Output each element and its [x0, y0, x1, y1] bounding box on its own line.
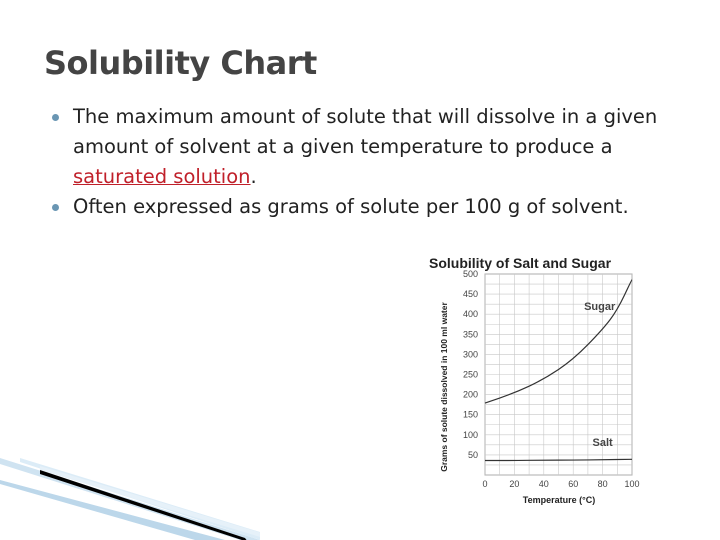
chart-ticks: 0 20 40 60 80 100 50 100 150 200 250 300 350 400 450 50…: [463, 269, 640, 489]
y-tick-label: 250: [463, 370, 478, 380]
series-label-sugar: Sugar: [584, 301, 616, 313]
slide-title: Solubility Chart: [44, 44, 317, 82]
series-label-salt: Salt: [593, 437, 614, 449]
series-line-sugar: [484, 278, 633, 404]
y-tick-label: 500: [463, 269, 478, 279]
x-tick-label: 80: [598, 479, 608, 489]
y-tick-label: 300: [463, 349, 478, 359]
chart-title: Solubility of Salt and Sugar: [429, 255, 612, 271]
x-axis-label: Temperature (°C): [523, 495, 595, 505]
bullet-dot-icon: [52, 114, 59, 121]
x-tick-label: 0: [482, 479, 487, 489]
x-tick-label: 20: [509, 479, 519, 489]
chart-series: [484, 278, 633, 462]
x-tick-label: 60: [568, 479, 578, 489]
bullet-dot-icon: [52, 204, 59, 211]
bullet-item: Often expressed as grams of solute per 1…: [52, 192, 702, 222]
y-tick-label: 150: [463, 410, 478, 420]
y-axis-label: Grams of solute dissolved in 100 ml wate…: [439, 302, 449, 472]
x-tick-label: 100: [624, 479, 639, 489]
saturated-solution-link[interactable]: saturated solution: [73, 165, 251, 188]
decorative-corner-lines: [0, 458, 260, 540]
solubility-chart: Solubility of Salt and Sugar Grams of so…: [429, 255, 640, 505]
chart-series-labels: Sugar Salt: [584, 301, 616, 449]
y-tick-label: 400: [463, 309, 478, 319]
y-tick-label: 50: [468, 450, 478, 460]
decorative-shape: [40, 470, 247, 540]
x-tick-label: 40: [539, 479, 549, 489]
decorative-shape: [40, 466, 260, 537]
series-line-salt: [485, 458, 633, 462]
y-tick-label: 100: [463, 430, 478, 440]
bullet-text-end: .: [250, 165, 257, 188]
bullet-text: The maximum amount of solute that will d…: [73, 105, 658, 158]
bullet-list: The maximum amount of solute that will d…: [52, 102, 702, 222]
y-tick-label: 450: [463, 289, 478, 299]
decorative-shape: [0, 480, 225, 540]
bullet-item: The maximum amount of solute that will d…: [52, 102, 702, 192]
y-tick-label: 350: [463, 329, 478, 339]
bullet-text: Often expressed as grams of solute per 1…: [73, 195, 629, 218]
decorative-shape: [0, 458, 260, 540]
y-tick-label: 200: [463, 390, 478, 400]
chart-grid: [484, 273, 633, 476]
